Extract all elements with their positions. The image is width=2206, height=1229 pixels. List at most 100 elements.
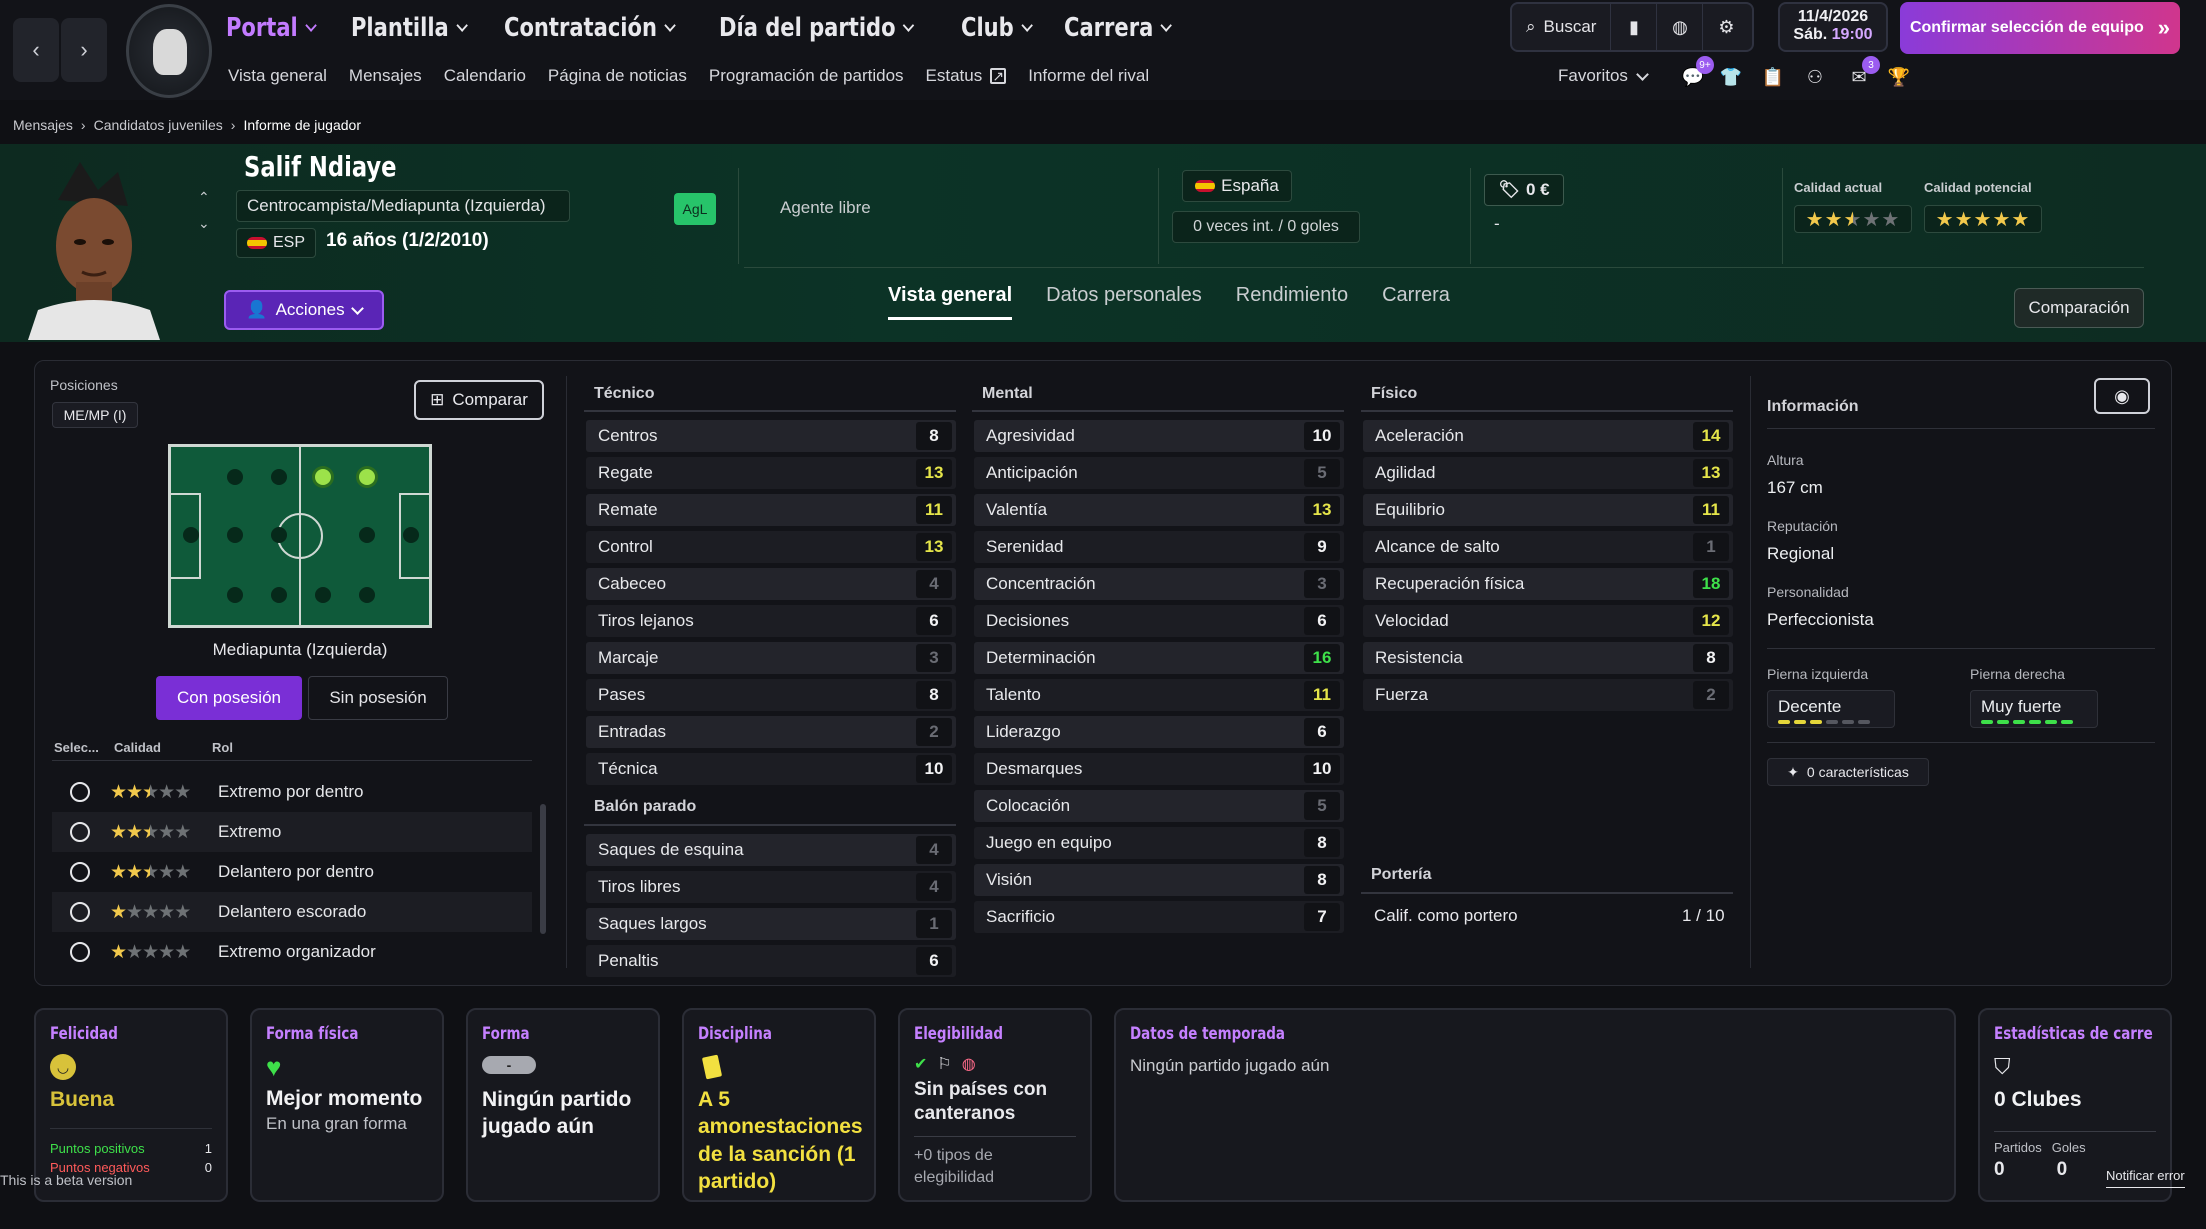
attribute-row[interactable]: Sacrificio 7	[974, 901, 1344, 933]
nav-contratacion[interactable]: Contratación	[504, 13, 677, 43]
eligibility-card[interactable]: Elegibilidad ✔ ⚐ ◍ Sin países con canteran…	[898, 1008, 1092, 1202]
attribute-row[interactable]: Equilibrio 11	[1363, 494, 1733, 526]
happiness-card[interactable]: Felicidad ◡ Buena Puntos positivos 1 Punt…	[34, 1008, 228, 1202]
attribute-row[interactable]: Técnica 10	[586, 753, 956, 785]
notifications-button[interactable]: ✉ 3	[1846, 56, 1880, 90]
role-radio[interactable]	[70, 902, 90, 922]
position-dot[interactable]	[359, 527, 375, 543]
role-row[interactable]: ★★★★★ Extremo organizador	[52, 932, 532, 972]
club-logo[interactable]	[126, 4, 212, 98]
actions-button[interactable]: 👤 Acciones	[224, 290, 384, 330]
subnav-vista-general[interactable]: Vista general	[228, 66, 327, 85]
chevron-up-icon[interactable]: ⌃	[198, 189, 210, 205]
attribute-row[interactable]: Remate 11	[586, 494, 956, 526]
attribute-row[interactable]: Anticipación 5	[974, 457, 1344, 489]
bookmark-button[interactable]: ▮	[1611, 4, 1658, 50]
subnav-calendario[interactable]: Calendario	[443, 66, 526, 85]
without-possession-button[interactable]: Sin posesión	[308, 676, 448, 720]
attribute-row[interactable]: Marcaje 3	[586, 642, 956, 674]
tab-vista-general[interactable]: Vista general	[888, 284, 1013, 320]
attribute-row[interactable]: Talento 11	[974, 679, 1344, 711]
country-tag[interactable]: España	[1182, 170, 1292, 202]
role-radio[interactable]	[70, 862, 90, 882]
nav-club[interactable]: Club	[961, 13, 1032, 43]
comparison-button[interactable]: Comparación	[2014, 288, 2144, 328]
position-dot[interactable]	[403, 527, 419, 543]
role-row[interactable]: ★★★★★ Delantero escorado	[52, 892, 532, 932]
attribute-row[interactable]: Control 13	[586, 531, 956, 563]
role-radio[interactable]	[70, 942, 90, 962]
attribute-row[interactable]: Valentía 13	[974, 494, 1344, 526]
search-button[interactable]: ⌕ Buscar	[1512, 4, 1612, 50]
attribute-row[interactable]: Aceleración 14	[1363, 420, 1733, 452]
subnav-estatus[interactable]: Estatus ↗	[926, 66, 1007, 86]
subnav-informe-rival[interactable]: Informe del rival	[1028, 66, 1150, 85]
tab-rendimiento[interactable]: Rendimiento	[1235, 284, 1349, 306]
back-button[interactable]: ‹	[13, 18, 59, 82]
attribute-row[interactable]: Recuperación física 18	[1363, 568, 1733, 600]
attribute-row[interactable]: Decisiones 6	[974, 605, 1344, 637]
compare-button[interactable]: ⊞ Comparar	[414, 380, 544, 420]
attribute-row[interactable]: Concentración 3	[974, 568, 1344, 600]
attribute-row[interactable]: Visión 8	[974, 864, 1344, 896]
position-dot[interactable]	[227, 587, 243, 603]
attribute-row[interactable]: Saques de esquina 4	[586, 834, 956, 866]
attribute-row[interactable]: Liderazgo 6	[974, 716, 1344, 748]
tab-carrera[interactable]: Carrera	[1382, 284, 1450, 306]
attribute-row[interactable]: Desmarques 10	[974, 753, 1344, 785]
confirm-selection-button[interactable]: Confirmar selección de equipo »	[1900, 2, 2180, 54]
nav-dia-partido[interactable]: Día del partido	[719, 13, 915, 43]
breadcrumb-item[interactable]: Candidatos juveniles	[93, 117, 223, 133]
attribute-row[interactable]: Pases 8	[586, 679, 956, 711]
attribute-row[interactable]: Serenidad 9	[974, 531, 1344, 563]
attribute-row[interactable]: Agilidad 13	[1363, 457, 1733, 489]
attribute-row[interactable]: Agresividad 10	[974, 420, 1344, 452]
form-card[interactable]: Forma - Ningún partido jugado aún	[466, 1008, 660, 1202]
subnav-noticias[interactable]: Página de noticias	[547, 66, 687, 85]
position-dot[interactable]	[227, 527, 243, 543]
role-row[interactable]: ★★★★★ Extremo	[52, 812, 532, 852]
breadcrumb-item[interactable]: Mensajes	[13, 117, 73, 133]
attribute-row[interactable]: Colocación 5	[974, 790, 1344, 822]
attribute-row[interactable]: Juego en equipo 8	[974, 827, 1344, 859]
position-dot[interactable]	[271, 587, 287, 603]
player-card-button[interactable]: ◉	[2094, 378, 2150, 414]
settings-button[interactable]: ⚙	[1703, 4, 1749, 50]
attribute-row[interactable]: Determinación 16	[974, 642, 1344, 674]
chevron-down-icon[interactable]: ⌄	[198, 215, 210, 231]
nation-tag[interactable]: ESP	[236, 228, 316, 258]
subnav-programacion[interactable]: Programación de partidos	[708, 66, 904, 85]
traits-button[interactable]: ✦ 0 características	[1767, 758, 1929, 786]
shirt-button[interactable]: 👕	[1718, 64, 1744, 90]
globe-button[interactable]: ◍	[1657, 4, 1704, 50]
roles-scrollbar[interactable]	[540, 804, 546, 934]
discipline-card[interactable]: Disciplina A 5 amonestaciones de la sanc…	[682, 1008, 876, 1202]
role-radio[interactable]	[70, 782, 90, 802]
attribute-row[interactable]: Penaltis 6	[586, 945, 956, 977]
position-dot[interactable]	[227, 469, 243, 485]
people-button[interactable]: ⚇	[1802, 64, 1828, 90]
position-dot-selected[interactable]	[315, 469, 331, 485]
attribute-row[interactable]: Regate 13	[586, 457, 956, 489]
position-dot[interactable]	[271, 469, 287, 485]
nav-plantilla[interactable]: Plantilla	[351, 13, 468, 43]
date-display[interactable]: 11/4/2026 Sáb. 19:00	[1778, 2, 1888, 52]
attribute-row[interactable]: Fuerza 2	[1363, 679, 1733, 711]
report-error-link[interactable]: Notificar error	[2106, 1168, 2185, 1188]
nav-portal[interactable]: Portal	[226, 13, 317, 43]
favorites-dropdown[interactable]: Favoritos	[1558, 66, 1649, 86]
forward-button[interactable]: ›	[61, 18, 107, 82]
subnav-mensajes[interactable]: Mensajes	[348, 66, 422, 85]
position-dot[interactable]	[315, 587, 331, 603]
attribute-row[interactable]: Cabeceo 4	[586, 568, 956, 600]
attribute-row[interactable]: Saques largos 1	[586, 908, 956, 940]
season-data-card[interactable]: Datos de temporada Ningún partido jugado…	[1114, 1008, 1956, 1202]
trophy-button[interactable]: 🏆	[1886, 64, 1912, 90]
career-stats-card[interactable]: Estadísticas de carrera ⛉ 0 Clubes Parti…	[1978, 1008, 2172, 1202]
attribute-row[interactable]: Entradas 2	[586, 716, 956, 748]
role-radio[interactable]	[70, 822, 90, 842]
role-row[interactable]: ★★★★★ Delantero por dentro	[52, 852, 532, 892]
player-nav-arrows[interactable]: ⌃ ⌄	[198, 184, 210, 236]
fitness-card[interactable]: Forma física ♥ Mejor momento En una gran…	[250, 1008, 444, 1202]
position-dot[interactable]	[183, 527, 199, 543]
